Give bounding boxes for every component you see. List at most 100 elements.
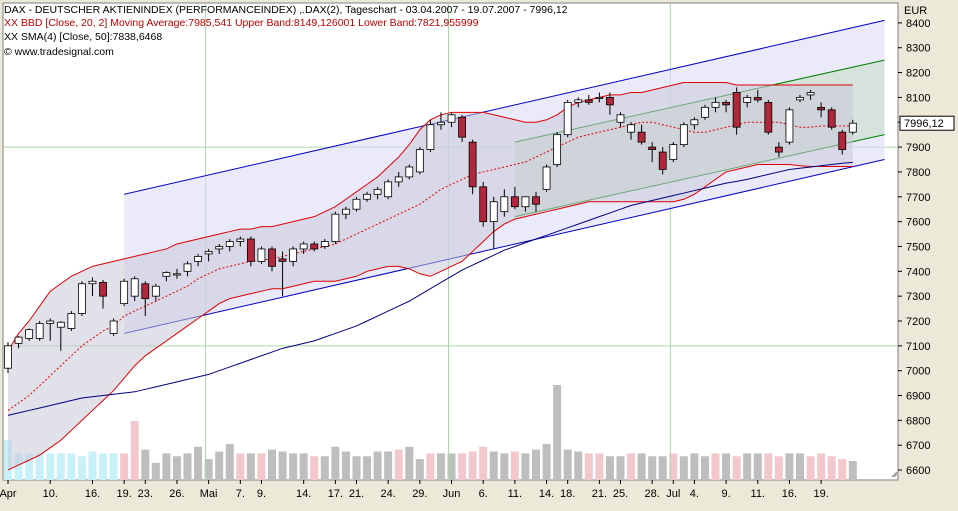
candle-body [774, 146, 783, 153]
y-tick-label: 8300 [906, 43, 930, 55]
volume-bar [236, 453, 245, 480]
candle-body [46, 320, 55, 324]
candle-body [732, 92, 741, 128]
candle-body [521, 196, 530, 208]
y-tick-label: 8100 [906, 92, 930, 104]
sma-legend: XX SMA(4) [Close, 50]:7838,6468 [4, 31, 163, 43]
candle-body [489, 201, 498, 223]
volume-bar [732, 456, 741, 480]
candle-body [437, 121, 445, 126]
candle-body [363, 193, 371, 200]
volume-bar [479, 446, 488, 480]
x-tick-label: 18. [560, 488, 575, 500]
candle-body [120, 280, 129, 305]
candle-body [4, 345, 12, 369]
volume-bar [510, 451, 519, 480]
x-tick-label: Mai [200, 488, 218, 500]
volume-bar [838, 459, 847, 480]
candle-body [553, 134, 562, 165]
candle-body [458, 116, 466, 138]
volume-bar [806, 456, 815, 480]
volume-bar [341, 451, 350, 480]
candle-body [479, 186, 488, 223]
volume-bar [109, 453, 118, 480]
volume-bar [436, 453, 445, 480]
volume-bar [14, 453, 23, 480]
candle-body [827, 109, 836, 128]
x-tick-label: 19. [813, 488, 828, 500]
volume-bar [268, 449, 276, 480]
volume-bar [753, 453, 762, 480]
volume-bar [637, 453, 646, 480]
volume-bar [658, 456, 667, 480]
y-tick-label: 7000 [906, 366, 930, 378]
x-tick-label: 19. [117, 488, 132, 500]
candle-body [394, 176, 403, 183]
candle-body [563, 101, 572, 136]
volume-bar [679, 456, 688, 480]
candle-body [56, 321, 65, 328]
volume-bar [162, 453, 171, 480]
candle-body [215, 246, 224, 250]
volume-bar [468, 451, 477, 480]
volume-bar [77, 456, 86, 480]
volume-bar [204, 459, 213, 480]
candle-body [616, 114, 625, 123]
volume-bar [827, 456, 836, 480]
y-tick-label: 8400 [906, 18, 930, 30]
candle-body [637, 131, 646, 143]
volume-bar [46, 453, 55, 480]
volume-bar [405, 446, 414, 480]
currency-unit: EUR [904, 5, 928, 17]
y-tick-label: 7600 [906, 217, 930, 229]
candle-body [584, 99, 593, 103]
candle-body [141, 283, 150, 300]
candle-body [743, 97, 752, 103]
volume-bar [764, 453, 773, 480]
chart-title: DAX - DEUTSCHER AKTIENINDEX (PERFORMANCE… [4, 4, 568, 16]
candle-body [236, 238, 245, 242]
volume-bar [257, 453, 266, 480]
x-tick-label: 4. [690, 488, 699, 500]
volume-bar [489, 451, 498, 480]
candle-body [817, 106, 826, 111]
x-tick-label: 16. [782, 488, 797, 500]
x-tick-label: 10. [43, 488, 58, 500]
volume-bar [172, 456, 181, 480]
x-tick-label: 24. [381, 488, 396, 500]
volume-bar [553, 385, 562, 480]
moving-average-line [7, 121, 853, 411]
volume-bar [352, 456, 361, 480]
volume-bar [848, 461, 857, 480]
candle-body [722, 101, 730, 106]
volume-bar [278, 451, 287, 480]
candle-body [711, 101, 720, 108]
candle-body [352, 198, 361, 210]
volume-bar [743, 453, 752, 480]
volume-bar [447, 453, 456, 480]
volume-bar [141, 449, 150, 480]
volume-bar [648, 456, 657, 480]
y-tick-label: 7800 [906, 167, 930, 179]
y-tick-label: 7100 [906, 341, 930, 353]
candle-body [753, 97, 762, 101]
x-tick-label: 9. [257, 488, 266, 500]
volume-bar [373, 451, 382, 480]
candle-body [194, 256, 202, 262]
candle-body [320, 241, 329, 247]
volume-bar [320, 456, 329, 480]
volume-bar [331, 446, 340, 480]
candle-body [838, 131, 847, 150]
volume-bar [669, 453, 678, 480]
volume-bar [690, 453, 699, 480]
x-tick-label: 23. [138, 488, 153, 500]
volume-bar [194, 446, 203, 480]
volume-bar [415, 459, 424, 480]
candle-body [532, 196, 540, 205]
bollinger-lower [7, 163, 853, 471]
volume-bar [183, 453, 192, 480]
candle-body [130, 278, 139, 297]
candle-body [848, 122, 857, 133]
candle-body [679, 124, 688, 146]
